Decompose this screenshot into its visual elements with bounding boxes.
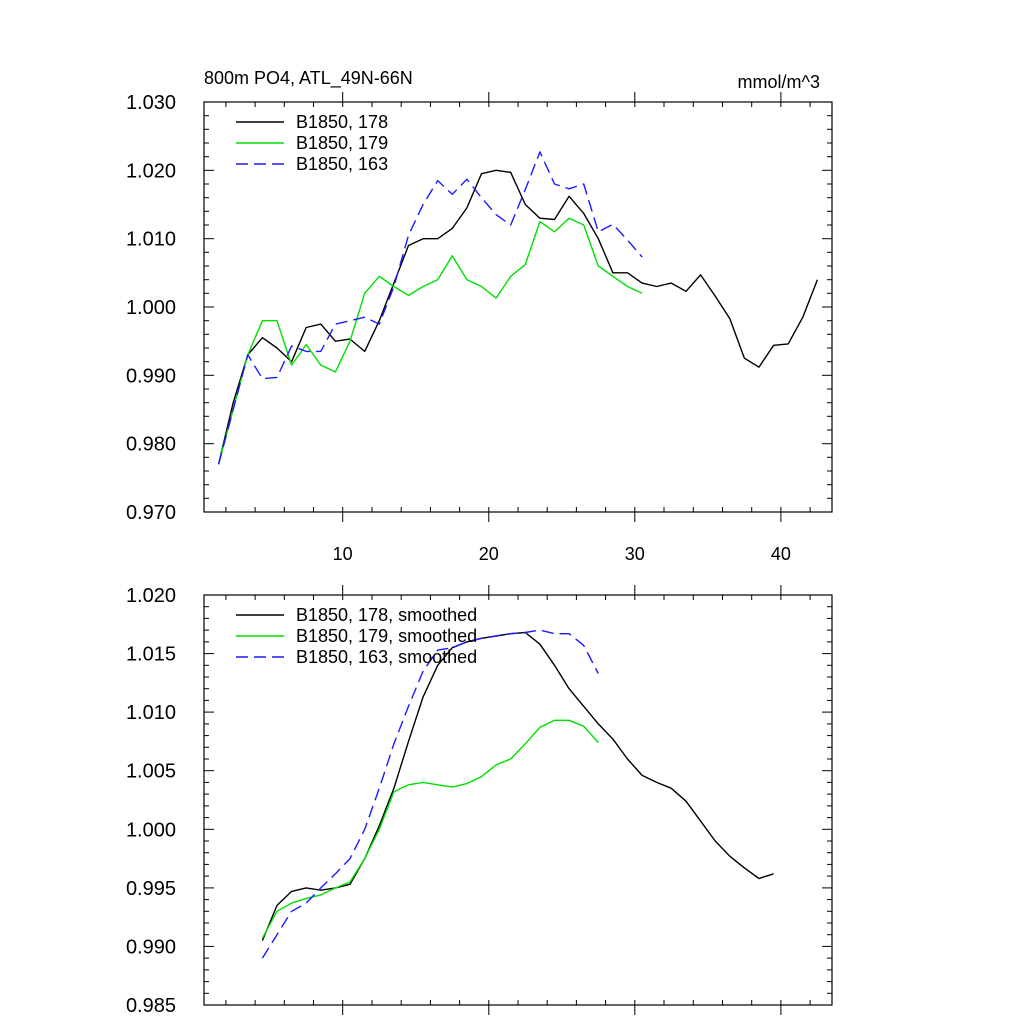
bottom-panel: 0.985 0.990 0.995 1.000 1.005 1.010 1.015 1.020… (126, 585, 833, 1017)
bottom-series-line-2 (261, 719, 599, 939)
top-series-line-3 (217, 151, 643, 465)
top-y-tick-label: 1.000 (126, 297, 176, 319)
bottom-legend-label-3: B1850, 163, smoothed (296, 647, 477, 667)
bottom-y-tick-label: 1.015 (126, 644, 176, 666)
bottom-y-tick-label: 1.000 (126, 819, 176, 841)
top-x-tick-label: 30 (625, 544, 645, 564)
top-x-tick-label: 20 (479, 544, 499, 564)
bottom-legend-label-2: B1850, 179, smoothed (296, 626, 477, 646)
top-panel-series (217, 151, 819, 465)
top-y-tick-label: 1.030 (126, 92, 176, 114)
bottom-y-tick-label: 1.020 (126, 585, 176, 607)
top-legend-label-1: B1850, 178 (296, 112, 388, 132)
top-y-tick-label: 1.020 (126, 160, 176, 182)
bottom-y-tick-label: 0.990 (126, 936, 176, 958)
top-y-tick-label: 0.980 (126, 434, 176, 456)
bottom-legend-label-1: B1850, 178, smoothed (296, 605, 477, 625)
top-y-tick-label: 1.010 (126, 229, 176, 251)
bottom-y-tick-label: 1.005 (126, 761, 176, 783)
top-y-tick-label: 0.990 (126, 365, 176, 387)
top-panel-frame (203, 101, 833, 513)
bottom-panel-ticks: 0.985 0.990 0.995 1.000 1.005 1.010 1.015 1.020 (126, 585, 832, 1017)
bottom-y-tick-label: 0.985 (126, 995, 176, 1017)
bottom-series-line-3 (261, 629, 599, 959)
bottom-panel-frame (203, 594, 833, 1006)
top-series-line-2 (217, 217, 643, 465)
top-series-line-1 (217, 169, 819, 465)
top-legend-label-3: B1850, 163 (296, 154, 388, 174)
bottom-panel-series (261, 629, 774, 959)
bottom-y-tick-label: 1.010 (126, 702, 176, 724)
chart-title: 800m PO4, ATL_49N-66N (204, 68, 413, 89)
top-panel: 10 20 30 40 0.970 0.980 0.990 1.000 1.010 1.020 1.… (126, 92, 833, 564)
units-label: mmol/m^3 (738, 72, 820, 92)
top-y-tick-label: 0.970 (126, 502, 176, 524)
top-x-tick-label: 10 (333, 544, 353, 564)
top-x-tick-label: 40 (771, 544, 791, 564)
top-legend-label-2: B1850, 179 (296, 133, 388, 153)
bottom-y-tick-label: 0.995 (126, 878, 176, 900)
bottom-series-line-1 (261, 631, 774, 941)
top-panel-ticks: 10 20 30 40 0.970 0.980 0.990 1.000 1.010 1.020 1.… (126, 92, 832, 564)
